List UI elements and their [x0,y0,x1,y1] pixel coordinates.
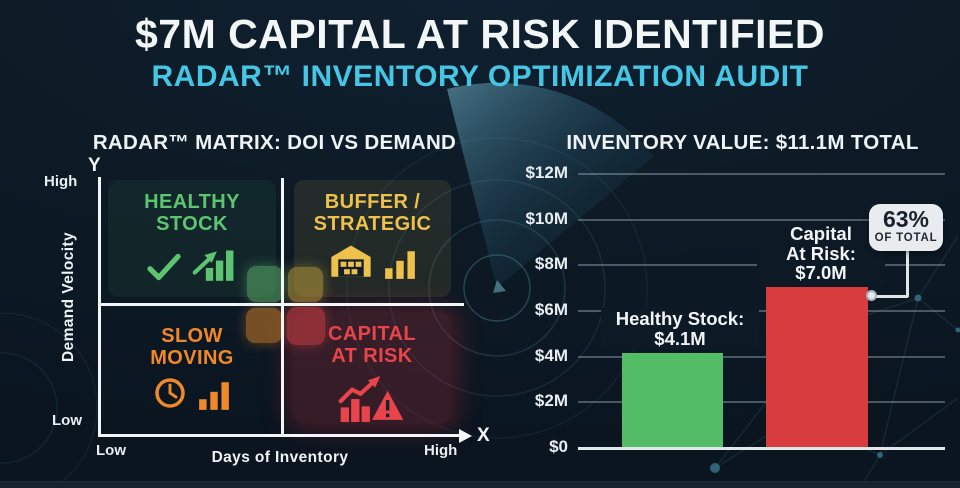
y-axis-title: Demand Velocity [60,231,77,363]
rising-bars-arrow-icon [192,242,238,281]
gridline [578,310,945,312]
y-tick-label: $8M [534,254,568,274]
x-axis-high-label: High [424,442,458,459]
badge-percent: 63% [882,206,930,232]
warehouse-icon [329,242,373,279]
connector-dot [866,290,877,301]
page-title: $7M CAPITAL AT RISK IDENTIFIED [134,11,826,57]
footer-strip [0,481,960,488]
center-tile-yellow [288,267,323,302]
quadrant-buffer-strategic: BUFFER / STRATEGIC [294,180,451,297]
quadrant-label: MOVING [150,347,234,369]
x-axis-letter: X [477,425,490,446]
y-axis-low-label: Low [52,412,82,429]
page-subtitle: RADAR™ INVENTORY OPTIMIZATION AUDIT [151,60,809,93]
x-axis-low-label: Low [96,442,126,459]
matrix-vertical-divider [281,178,284,434]
quadrant-capital-at-risk: CAPITAL AT RISK [293,312,451,424]
quadrant-label: BUFFER / [324,191,421,213]
bars-icon [197,380,231,410]
quadrant-label: STOCK [156,213,228,235]
y-tick-label: $12M [525,163,568,182]
y-tick-label: $4M [534,345,568,365]
bar-label-capital-at-risk: Capital At Risk: $7.0M [757,222,885,285]
quadrant-label: AT RISK [331,345,413,367]
quadrant-label: CAPITAL [328,323,416,345]
x-axis-title: Days of Inventory [211,449,349,466]
chart-baseline [578,447,945,450]
badge-caption: OF TOTAL [874,232,938,244]
check-icon [146,253,182,281]
y-axis-line [98,177,101,436]
quadrant-slow-moving: SLOW MOVING [108,314,276,424]
gridline [578,355,945,358]
risk-trend-warning-icon [337,374,407,422]
clock-icon [153,376,187,410]
quadrant-label: SLOW [161,325,223,347]
percent-of-total-badge: 63% OF TOTAL [869,204,943,251]
bar-capital-at-risk [766,287,868,447]
matrix-horizontal-divider [100,303,464,306]
center-tile-orange [246,308,282,343]
y-axis-letter: Y [88,155,101,176]
chart-title: INVENTORY VALUE: $11.1M TOTAL [566,131,919,154]
quadrant-label: STRATEGIC [313,213,432,235]
matrix-title: RADAR™ MATRIX: DOI VS DEMAND [92,131,457,154]
gridline [578,218,945,221]
center-tile-red [287,307,325,345]
y-tick-label: $6M [534,300,568,319]
badge-connector-vertical [906,251,909,297]
y-tick-label: $10M [525,208,568,228]
y-tick-label: $0 [549,437,568,456]
bar-healthy-stock [622,353,723,447]
x-axis-line [98,434,460,437]
badge-connector-horizontal [874,295,908,298]
x-axis-arrowhead [459,428,472,443]
bars-icon [383,249,417,279]
y-axis-high-label: High [44,173,78,190]
center-tile-green [247,266,283,302]
gridline [578,401,945,404]
y-tick-label: $2M [534,391,568,411]
gridline [578,173,945,175]
quadrant-label: HEALTHY [144,191,240,213]
bar-label-healthy-stock: Healthy Stock: $4.1M [601,307,759,350]
